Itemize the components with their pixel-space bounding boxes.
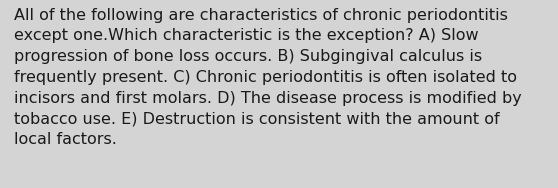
Text: All of the following are characteristics of chronic periodontitis
except one.Whi: All of the following are characteristics…: [14, 8, 522, 147]
